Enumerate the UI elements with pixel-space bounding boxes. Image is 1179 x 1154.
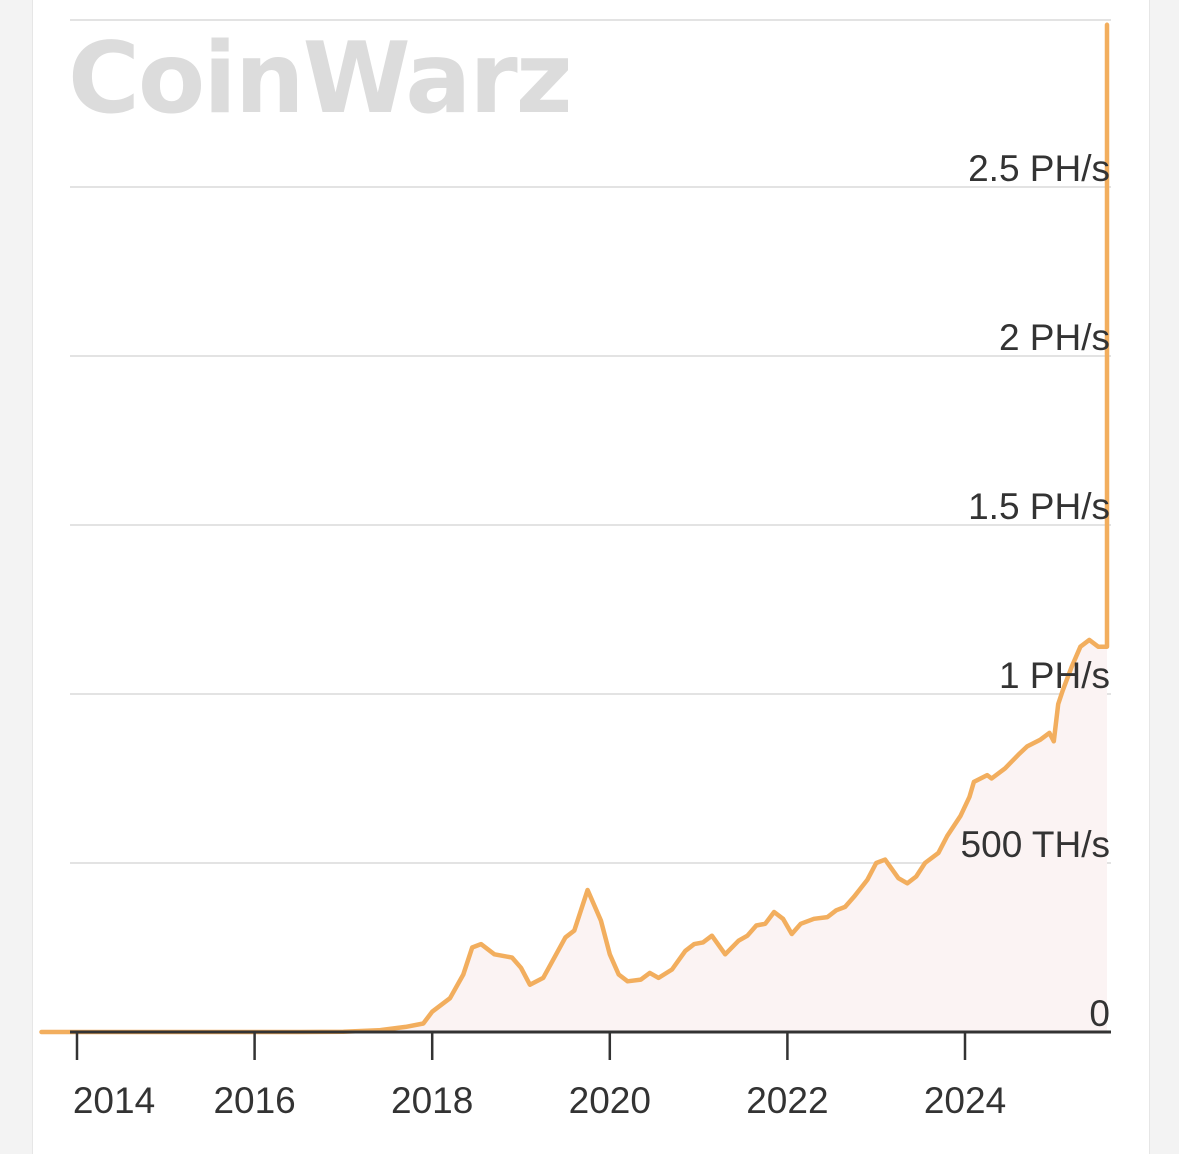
x-tick-label: 2014 bbox=[73, 1080, 155, 1121]
x-tick-label: 2018 bbox=[391, 1080, 473, 1121]
x-tick-label: 2024 bbox=[924, 1080, 1006, 1121]
x-tick-label: 2020 bbox=[569, 1080, 651, 1121]
x-axis: 2014 2016 2018 2020 2022 2024 bbox=[70, 1030, 1111, 1121]
x-tick-label: 2016 bbox=[213, 1080, 295, 1121]
y-tick-label: 2.5 PH/s bbox=[968, 148, 1110, 189]
series-line-0 bbox=[39, 22, 1110, 1035]
y-tick-label: 0 bbox=[1089, 993, 1110, 1034]
x-tick-label: 2022 bbox=[746, 1080, 828, 1121]
y-tick-label: 2 PH/s bbox=[999, 317, 1110, 358]
y-axis: 0 500 TH/s 1 PH/s 1.5 PH/s 2 PH/s 2.5 PH/s bbox=[961, 148, 1110, 1034]
y-tick-label: 1.5 PH/s bbox=[968, 486, 1110, 527]
y-tick-label: 500 TH/s bbox=[961, 824, 1110, 865]
y-tick-label: 1 PH/s bbox=[999, 655, 1110, 696]
coinwarz-watermark-logo: CoinWarz bbox=[68, 22, 571, 136]
series-area-0 bbox=[41, 24, 1107, 1033]
plot-area bbox=[39, 22, 1110, 1035]
grid-lines bbox=[70, 19, 1111, 864]
